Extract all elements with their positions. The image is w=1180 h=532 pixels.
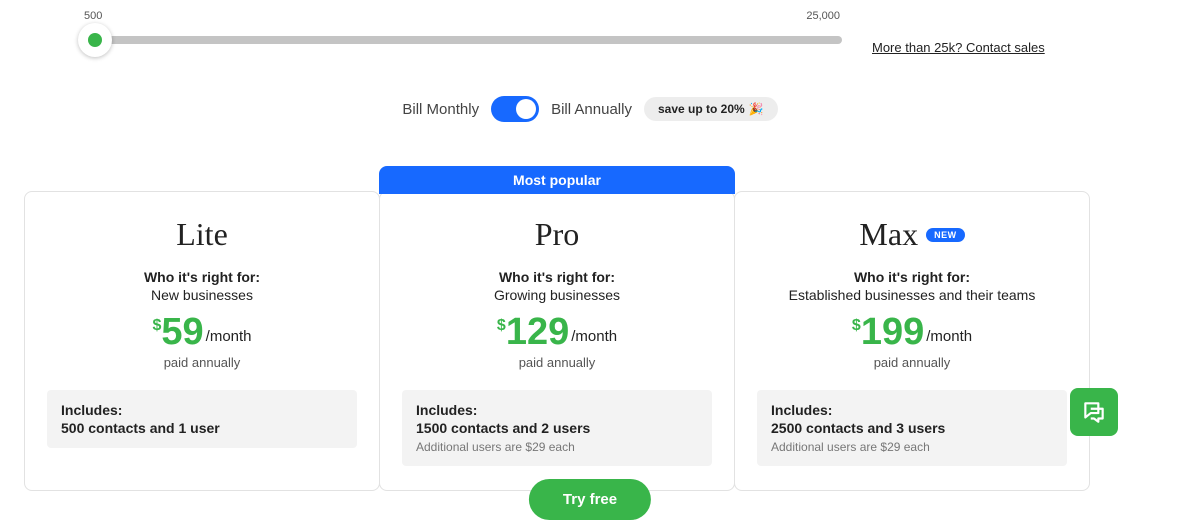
paid-note: paid annually [164,355,241,370]
price-row-pro: $ 129 /month [497,313,617,351]
includes-text-max: 2500 contacts and 3 users [771,420,1053,436]
plan-name-text: Lite [176,216,228,253]
chat-widget-button[interactable] [1070,388,1118,436]
toggle-knob [516,99,536,119]
per-label: /month [571,328,617,345]
save-badge-text: save up to 20% [658,102,745,116]
price-max: 199 [861,313,924,351]
plan-pro: Most popular Pro Who it's right for: Gro… [379,191,735,491]
slider-thumb[interactable] [78,23,112,57]
includes-text-lite: 500 contacts and 1 user [61,420,343,436]
includes-label: Includes: [416,402,698,418]
includes-label: Includes: [771,402,1053,418]
popular-banner: Most popular [379,166,735,194]
billing-toggle[interactable] [491,96,539,122]
contact-sales-link[interactable]: More than 25k? Contact sales [872,40,1045,55]
plan-name-max: Max NEW [859,216,964,253]
includes-box-pro: Includes: 1500 contacts and 2 users Addi… [402,390,712,466]
includes-label: Includes: [61,402,343,418]
includes-box-max: Includes: 2500 contacts and 3 users Addi… [757,390,1067,466]
plan-name-text: Max [859,216,918,253]
plan-max: Max NEW Who it's right for: Established … [734,191,1090,491]
currency-symbol: $ [152,317,161,335]
who-text-lite: New businesses [151,287,253,303]
slider-track[interactable] [82,36,842,44]
currency-symbol: $ [497,317,506,335]
includes-box-lite: Includes: 500 contacts and 1 user [47,390,357,448]
billing-annually-label[interactable]: Bill Annually [551,101,632,118]
plan-name-pro: Pro [535,216,579,253]
slider-max-label: 25,000 [806,10,840,22]
contacts-slider[interactable]: 500 25,000 [82,10,842,44]
price-row-lite: $ 59 /month [152,313,251,351]
plan-lite: Lite Who it's right for: New businesses … [24,191,380,491]
currency-symbol: $ [852,317,861,335]
paid-note: paid annually [874,355,951,370]
party-icon: 🎉 [749,102,764,116]
paid-note: paid annually [519,355,596,370]
who-text-max: Established businesses and their teams [789,287,1036,303]
who-label: Who it's right for: [854,269,970,285]
includes-additional-max: Additional users are $29 each [771,440,1053,454]
pricing-plans: Lite Who it's right for: New businesses … [24,165,1090,491]
try-free-button[interactable]: Try free [529,479,651,520]
billing-monthly-label[interactable]: Bill Monthly [402,101,479,118]
new-badge: NEW [926,228,965,242]
who-label: Who it's right for: [499,269,615,285]
who-text-pro: Growing businesses [494,287,620,303]
includes-additional-pro: Additional users are $29 each [416,440,698,454]
who-label: Who it's right for: [144,269,260,285]
billing-toggle-row: Bill Monthly Bill Annually save up to 20… [0,96,1180,122]
price-row-max: $ 199 /month [852,313,972,351]
plan-name-lite: Lite [176,216,228,253]
chat-icon [1081,399,1107,425]
includes-text-pro: 1500 contacts and 2 users [416,420,698,436]
price-lite: 59 [161,313,203,351]
price-pro: 129 [506,313,569,351]
per-label: /month [926,328,972,345]
per-label: /month [206,328,252,345]
save-badge: save up to 20% 🎉 [644,97,778,121]
plan-name-text: Pro [535,216,579,253]
slider-min-label: 500 [84,10,102,22]
